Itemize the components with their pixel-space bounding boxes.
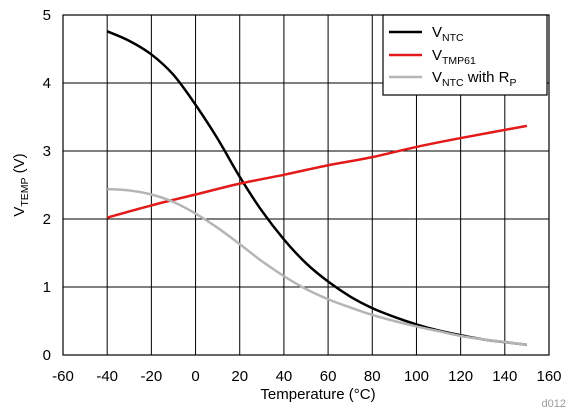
y-tick-label: 4 [43,75,51,92]
x-tick-label: -20 [141,368,163,385]
series-line-tmp61 [106,124,528,219]
x-tick-label: 40 [276,368,293,385]
legend-label-tmp61: VTMP61 [432,47,476,67]
y-tick-label: 0 [43,347,51,364]
figure-id: d012 [542,398,566,410]
x-tick-label: 140 [492,368,517,385]
y-tick-label: 3 [43,143,51,160]
y-tick-label: 1 [43,279,51,296]
x-tick-label: 80 [364,368,381,385]
x-tick-label: 20 [231,368,248,385]
plot-frame [62,14,550,356]
x-tick-label: 160 [536,368,561,385]
legend-label-ntc: VNTC [432,24,464,44]
x-tick-label: -60 [52,368,74,385]
x-tick-labels: -60 -40 -20 0 20 40 60 80 100 120 140 160 [52,368,561,385]
y-tick-label: 2 [43,211,51,228]
y-tick-label: 5 [43,7,51,24]
x-tick-label: 60 [320,368,337,385]
y-axis-title: VTEMP (V) [11,153,31,216]
legend: VNTC VTMP61 VNTC with RP [382,14,548,96]
series-layer [106,30,528,347]
legend-label-ntc-rp: VNTC with RP [432,69,516,89]
x-tick-label: 100 [404,368,429,385]
x-tick-label: 120 [448,368,473,385]
series-line-ntc_rp [107,187,528,347]
x-tick-label: -40 [96,368,118,385]
x-axis-title: Temperature (°C) [260,386,375,403]
y-tick-labels: 0 1 2 3 4 5 [43,7,51,364]
x-tick-label: 0 [191,368,199,385]
